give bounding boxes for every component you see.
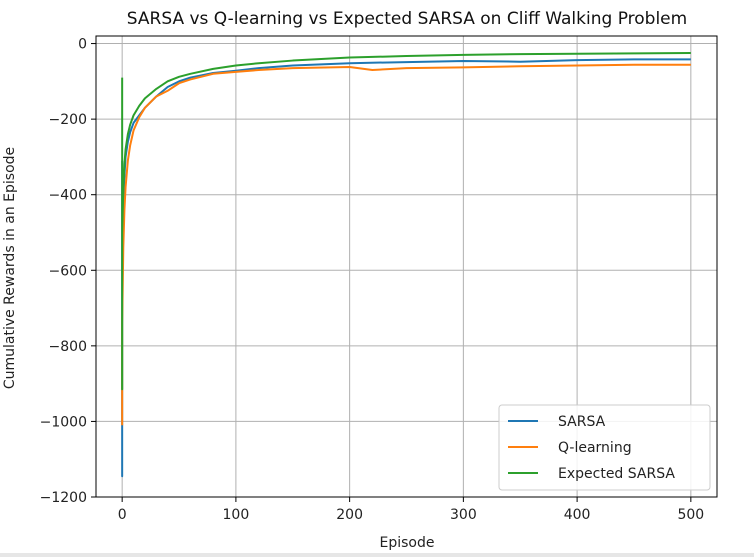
x-tick-label: 0 <box>118 507 127 523</box>
legend-label: Q-learning <box>558 440 632 456</box>
legend-label: Expected SARSA <box>558 466 675 482</box>
y-axis-label: Cumulative Rewards in an Episode <box>2 147 18 389</box>
legend-label: SARSA <box>558 414 606 430</box>
x-tick-label: 500 <box>677 507 704 523</box>
y-tick-label: 0 <box>78 37 87 53</box>
x-tick-label: 300 <box>450 507 477 523</box>
y-tick-label: −600 <box>49 263 87 279</box>
plot-frame <box>95 35 718 498</box>
y-tick-label: −800 <box>49 339 87 355</box>
y-tick-label: −1200 <box>40 490 87 506</box>
y-tick-label: −400 <box>49 188 87 204</box>
legend: SARSA Q-learning Expected SARSA <box>498 404 711 491</box>
series-line-expected-sarsa <box>121 52 691 391</box>
y-tick-label: −1000 <box>40 414 87 430</box>
ticks-layer: 0 100 200 300 400 500 0 −200 −400 −600 −800 −1000 −1… <box>40 37 705 523</box>
legend-box <box>498 404 711 491</box>
chart-title: SARSA vs Q-learning vs Expected SARSA on… <box>127 9 687 29</box>
x-tick-label: 400 <box>564 507 591 523</box>
series-layer <box>121 52 691 478</box>
x-tick-label: 200 <box>336 507 363 523</box>
x-tick-label: 100 <box>223 507 250 523</box>
x-axis-label: Episode <box>380 535 435 551</box>
y-tick-label: −200 <box>49 112 87 128</box>
series-line-q-learning <box>121 63 691 426</box>
window-bottom-strip <box>0 553 754 557</box>
